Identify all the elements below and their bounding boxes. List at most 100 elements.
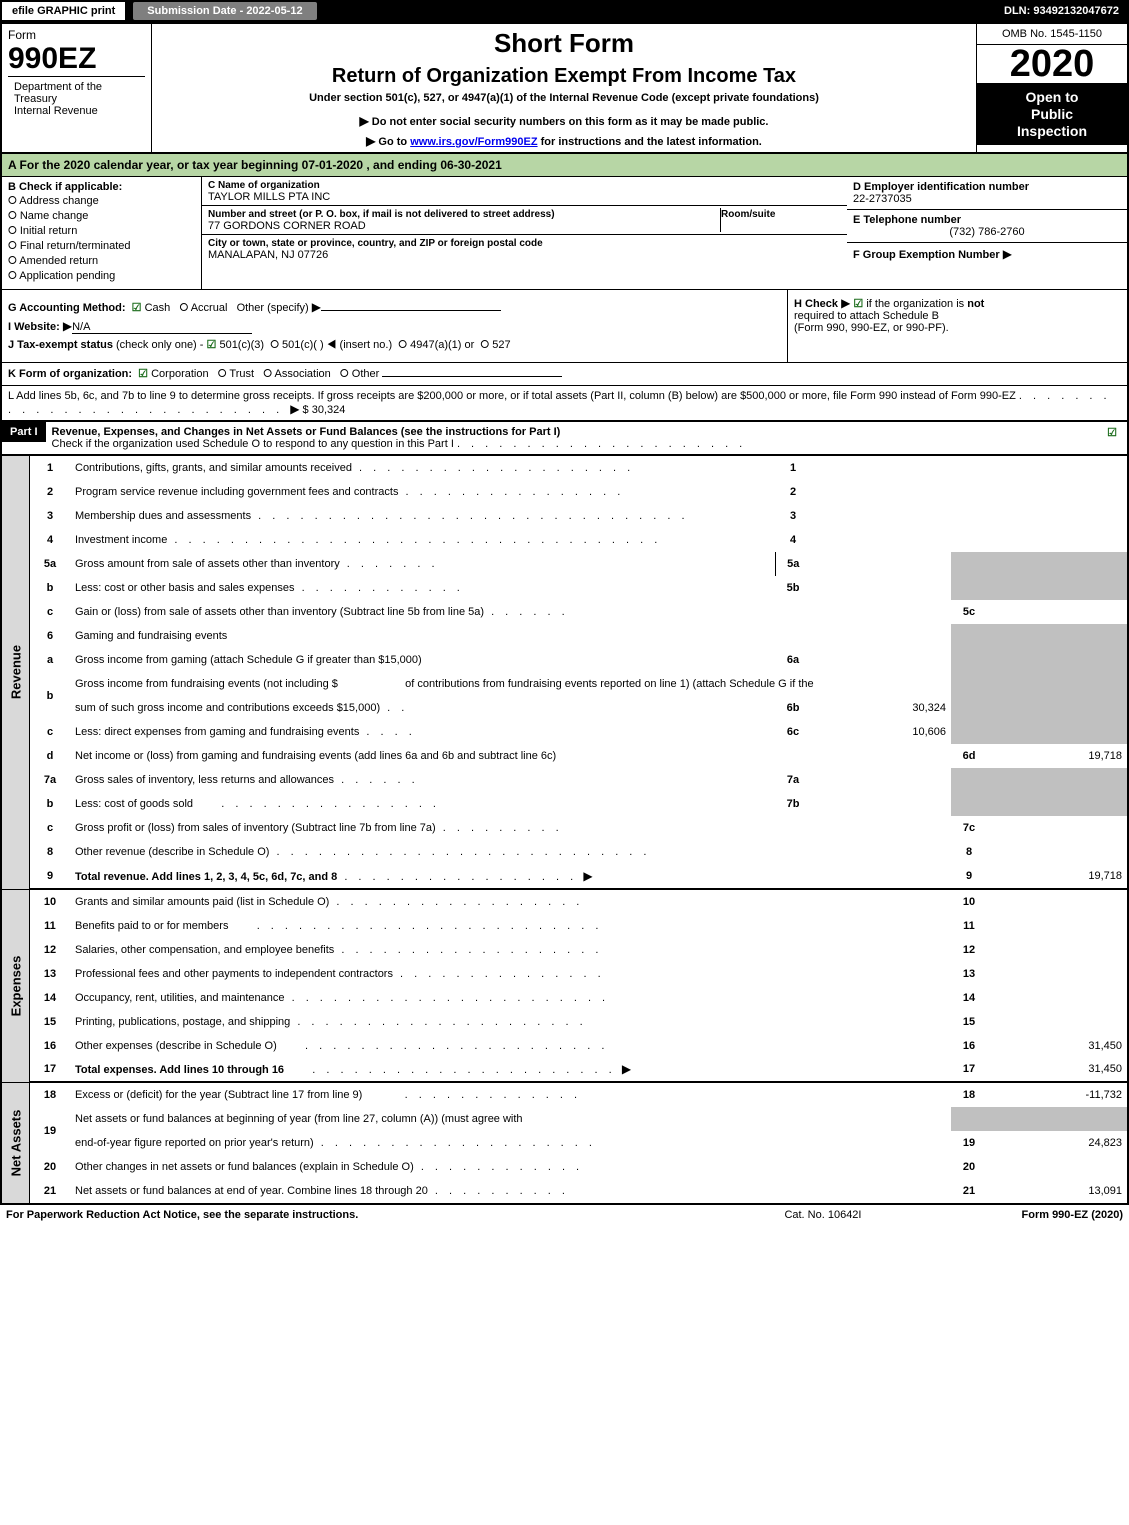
chk-address-change[interactable]: ⭘ Address change [8, 195, 195, 208]
chk-name-change[interactable]: ⭘ Name change [8, 210, 195, 223]
h-line2: required to attach Schedule B [794, 310, 939, 322]
line-14: 14Occupancy, rent, utilities, and mainte… [30, 986, 1127, 1010]
city: MANALAPAN, NJ 07726 [208, 249, 328, 261]
form-word: Form [8, 28, 145, 42]
k-o3: Association [275, 368, 331, 380]
line-6: 6Gaming and fundraising events [30, 624, 1127, 648]
line-7b: bLess: cost of goods sold . . . . . . . … [30, 792, 1127, 816]
open-inspection-box: Open to Public Inspection [977, 83, 1127, 145]
j-label: J Tax-exempt status [8, 339, 113, 351]
revenue-section: Revenue 1Contributions, gifts, grants, a… [2, 455, 1127, 889]
street: 77 GORDONS CORNER ROAD [208, 220, 366, 232]
street-label: Number and street (or P. O. box, if mail… [208, 209, 555, 220]
line-10: 10Grants and similar amounts paid (list … [30, 890, 1127, 914]
chk-amended[interactable]: ⭘ Amended return [8, 255, 195, 268]
submission-date: Submission Date - 2022-05-12 [131, 0, 318, 22]
line-4: 4Investment income . . . . . . . . . . .… [30, 528, 1127, 552]
dept-treasury: Department of the Treasury Internal Reve… [8, 76, 145, 121]
public-note: ▶ Do not enter social security numbers o… [164, 114, 964, 128]
line-6d: dNet income or (loss) from gaming and fu… [30, 744, 1127, 768]
k-o2: Trust [229, 368, 254, 380]
line-6b-2: sum of such gross income and contributio… [30, 696, 1127, 720]
street-cell: Number and street (or P. O. box, if mail… [202, 206, 847, 235]
netassets-section: Net Assets 18Excess or (deficit) for the… [2, 1082, 1127, 1203]
part1-schedule-o-check-icon: ☑ [1097, 422, 1127, 443]
line-20: 20Other changes in net assets or fund ba… [30, 1155, 1127, 1179]
header-right: OMB No. 1545-1150 2020 Open to Public In… [977, 24, 1127, 152]
netassets-table: 18Excess or (deficit) for the year (Subt… [30, 1083, 1127, 1203]
chk-pending[interactable]: ⭘ Application pending [8, 270, 195, 283]
section-c: C Name of organization TAYLOR MILLS PTA … [202, 177, 847, 289]
org-name: TAYLOR MILLS PTA INC [208, 191, 330, 203]
revenue-label: Revenue [8, 645, 23, 699]
j-sub: (check only one) - [116, 339, 203, 351]
revenue-table: 1Contributions, gifts, grants, and simil… [30, 456, 1127, 889]
website-value: N/A [72, 321, 252, 334]
room-label: Room/suite [721, 209, 775, 220]
j-o2: 501(c)( ) [282, 339, 324, 351]
h-line3: (Form 990, 990-EZ, or 990-PF). [794, 322, 949, 334]
form-container: Form 990EZ Department of the Treasury In… [0, 22, 1129, 1205]
part1-title: Revenue, Expenses, and Changes in Net As… [46, 422, 1098, 454]
footer-left: For Paperwork Reduction Act Notice, see … [6, 1209, 358, 1221]
line-18: 18Excess or (deficit) for the year (Subt… [30, 1083, 1127, 1107]
tax-exempt-line: J Tax-exempt status (check only one) - ☑… [8, 338, 781, 352]
corp-check-icon: ☑ [138, 368, 148, 380]
line-6c: cLess: direct expenses from gaming and f… [30, 720, 1127, 744]
section-b-title: B Check if applicable: [8, 181, 122, 193]
period-text: A For the 2020 calendar year, or tax yea… [8, 158, 502, 172]
line-5a: 5aGross amount from sale of assets other… [30, 552, 1127, 576]
h-not: not [967, 298, 984, 310]
expenses-section: Expenses 10Grants and similar amounts pa… [2, 889, 1127, 1083]
row-l: L Add lines 5b, 6c, and 7b to line 9 to … [2, 385, 1127, 422]
cash-check-icon: ☑ [132, 302, 142, 314]
dln: DLN: 93492132047672 [994, 2, 1129, 20]
section-def: D Employer identification number 22-2737… [847, 177, 1127, 289]
i-label: I Website: [8, 321, 60, 333]
schedule-b-check-icon: ☑ [853, 298, 863, 310]
omb-number: OMB No. 1545-1150 [977, 24, 1127, 45]
h-text: if the organization is [866, 298, 967, 310]
name-label: C Name of organization [208, 180, 320, 191]
footer-cat: Cat. No. 10642I [784, 1209, 861, 1221]
city-cell: City or town, state or province, country… [202, 235, 847, 263]
line-17: 17Total expenses. Add lines 10 through 1… [30, 1058, 1127, 1082]
g-cash: Cash [145, 302, 171, 314]
chk-final-return[interactable]: ⭘ Final return/terminated [8, 240, 195, 253]
line-9: 9Total revenue. Add lines 1, 2, 3, 4, 5c… [30, 864, 1127, 888]
row-ghi: G Accounting Method: ☑ Cash ⭘ Accrual Ot… [2, 290, 1127, 362]
irs-link[interactable]: www.irs.gov/Form990EZ [410, 136, 537, 148]
dots: . . . . . . . . . . . . . . . . . . . . … [457, 438, 746, 450]
line-8: 8Other revenue (describe in Schedule O) … [30, 840, 1127, 864]
header-grid: Form 990EZ Department of the Treasury In… [2, 24, 1127, 154]
group-label: F Group Exemption Number [853, 249, 1000, 261]
line-2: 2Program service revenue including gover… [30, 480, 1127, 504]
line-12: 12Salaries, other compensation, and empl… [30, 938, 1127, 962]
revenue-sidebar: Revenue [2, 456, 30, 889]
other-specify-line[interactable] [321, 310, 501, 311]
k-o4: Other [352, 368, 380, 380]
topbar: efile GRAPHIC print Submission Date - 20… [0, 0, 1129, 22]
chk-initial-return[interactable]: ⭘ Initial return [8, 225, 195, 238]
efile-print-button[interactable]: efile GRAPHIC print [0, 0, 127, 22]
netassets-sidebar: Net Assets [2, 1083, 30, 1203]
line-13: 13Professional fees and other payments t… [30, 962, 1127, 986]
line-7c: cGross profit or (loss) from sales of in… [30, 816, 1127, 840]
accounting-method: G Accounting Method: ☑ Cash ⭘ Accrual Ot… [8, 300, 781, 315]
opt-final: Final return/terminated [20, 240, 131, 252]
j-insert: (insert no.) [340, 339, 393, 351]
goto-line: ▶ Go to www.irs.gov/Form990EZ for instru… [164, 134, 964, 148]
501c3-check-icon: ☑ [207, 339, 217, 351]
part1-check-text: Check if the organization used Schedule … [52, 438, 454, 450]
main-title: Return of Organization Exempt From Incom… [164, 65, 964, 88]
section-h: H Check ▶ ☑ if the organization is not r… [787, 290, 1127, 362]
g-accrual: Accrual [191, 302, 228, 314]
line-6a: aGross income from gaming (attach Schedu… [30, 648, 1127, 672]
j-o4: 527 [492, 339, 510, 351]
header-left: Form 990EZ Department of the Treasury In… [2, 24, 152, 152]
section-b: B Check if applicable: ⭘ Address change … [2, 177, 202, 289]
part1-title-text: Revenue, Expenses, and Changes in Net As… [52, 426, 561, 438]
k-other-line[interactable] [382, 376, 562, 377]
line-5c: cGain or (loss) from sale of assets othe… [30, 600, 1127, 624]
open2: Public [1031, 106, 1073, 122]
